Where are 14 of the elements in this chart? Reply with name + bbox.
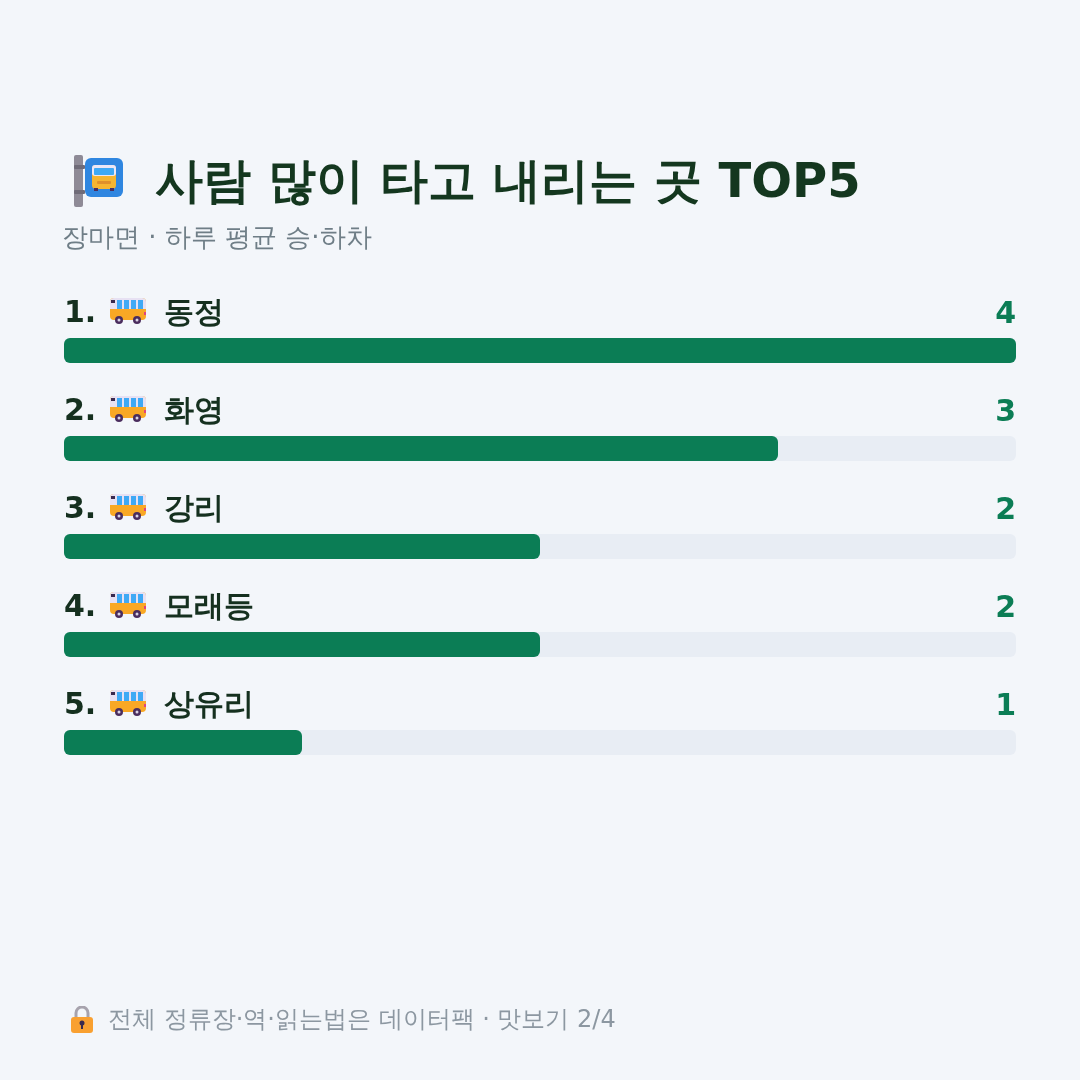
data-label: 2 <box>995 491 1016 526</box>
bar <box>64 730 302 755</box>
data-label: 4 <box>995 295 1016 330</box>
category-label: 2. 화영 <box>64 392 224 427</box>
chart-subtitle: 장마면 · 하루 평균 승·하차 <box>62 221 372 254</box>
data-label: 1 <box>995 687 1016 722</box>
category-label: 5. 상유리 <box>64 686 254 721</box>
category-label: 4. 모래등 <box>64 588 254 623</box>
category-label: 1. 동정 <box>64 294 224 329</box>
data-label: 3 <box>995 393 1016 428</box>
text: 전체 정류장·역·읽는법은 데이터팩 · 맛보기 2/4 <box>108 1004 616 1035</box>
chart-title: 사람 많이 타고 내리는 곳 TOP5 <box>155 151 861 210</box>
category-label: 3. 강리 <box>64 490 224 525</box>
data-label: 2 <box>995 589 1016 624</box>
